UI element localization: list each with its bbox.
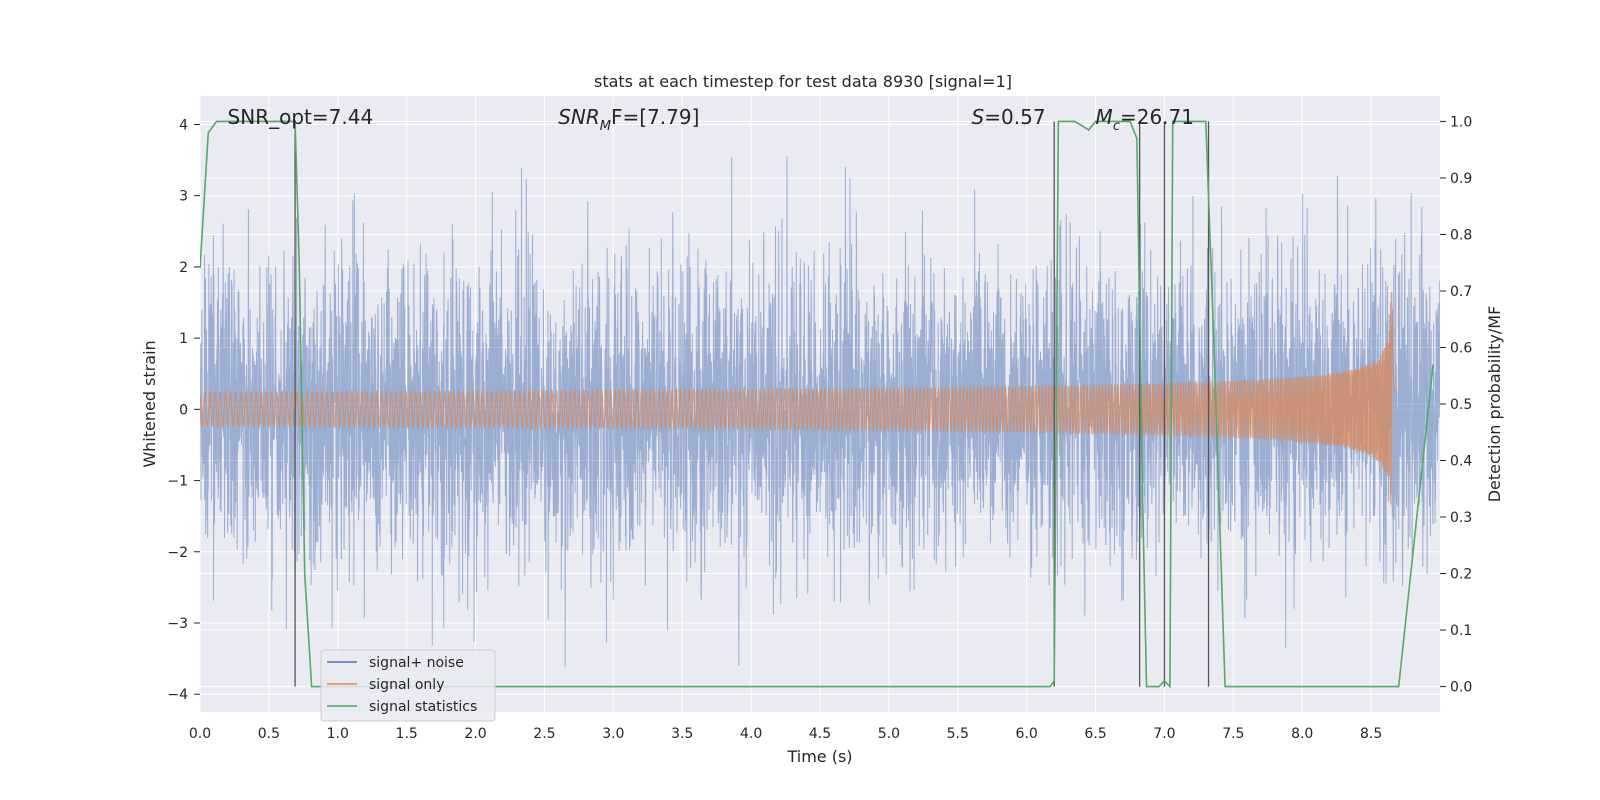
legend-label-signal-noise: signal+ noise bbox=[369, 655, 464, 671]
annotation-snr-mf: SNRMF=[7.79] bbox=[558, 105, 699, 134]
y-tick-label: 4 bbox=[179, 117, 188, 133]
x-axis-ticks: 0.0 0.5 1.0 1.5 2.0 2.5 3.0 3.5 4.0 4.5 5.0 5.5 6.0 6… bbox=[189, 726, 1382, 742]
y2-tick-label: 0.9 bbox=[1450, 171, 1472, 187]
x-tick-label: 4.5 bbox=[809, 726, 831, 742]
y-tick-label: 2 bbox=[179, 260, 188, 276]
annotation-snr-opt: SNR_opt=7.44 bbox=[228, 105, 374, 129]
x-tick-label: 5.5 bbox=[947, 726, 969, 742]
x-tick-label: 6.0 bbox=[1016, 726, 1038, 742]
y2-tick-label: 0.5 bbox=[1450, 397, 1472, 413]
x-tick-label: 7.0 bbox=[1153, 726, 1175, 742]
y-tick-label: 0 bbox=[179, 402, 188, 418]
y-tick-label: 1 bbox=[179, 331, 188, 347]
legend-label-signal-only: signal only bbox=[369, 677, 444, 693]
x-tick-label: 2.5 bbox=[533, 726, 555, 742]
legend: signal+ noise signal only signal statist… bbox=[320, 649, 496, 722]
series-signal-only-line bbox=[200, 291, 1396, 505]
legend-label-signal-statistics: signal statistics bbox=[369, 699, 477, 715]
y2-tick-label: 0.1 bbox=[1450, 623, 1472, 639]
x-tick-label: 2.0 bbox=[464, 726, 486, 742]
y2-tick-label: 0.4 bbox=[1450, 454, 1472, 470]
y2-tick-label: 0.2 bbox=[1450, 567, 1472, 583]
y-axis-label: Whitened strain bbox=[140, 340, 159, 467]
y-tick-label: −1 bbox=[167, 474, 188, 490]
series-signal-statistics-line bbox=[200, 120, 1434, 689]
x-tick-label: 1.0 bbox=[327, 726, 349, 742]
x-tick-label: 7.5 bbox=[1222, 726, 1244, 742]
x-tick-label: 4.0 bbox=[740, 726, 762, 742]
x-tick-label: 1.5 bbox=[396, 726, 418, 742]
x-axis-label: Time (s) bbox=[786, 747, 852, 766]
x-tick-label: 5.0 bbox=[878, 726, 900, 742]
x-tick-label: 6.5 bbox=[1084, 726, 1106, 742]
y-axis-ticks: −4 −3 −2 −1 0 1 2 3 4 bbox=[167, 117, 200, 703]
x-tick-label: 8.0 bbox=[1291, 726, 1313, 742]
y2-tick-label: 0.7 bbox=[1450, 284, 1472, 300]
y-tick-label: −2 bbox=[167, 545, 188, 561]
y2-tick-label: 1.0 bbox=[1450, 114, 1472, 130]
y2-axis-label: Detection probability/MF bbox=[1485, 306, 1504, 503]
x-tick-label: 0.0 bbox=[189, 726, 211, 742]
legend-box bbox=[320, 649, 496, 722]
annotations: SNR_opt=7.44 SNRMF=[7.79] S=0.57 Mc=26.7… bbox=[228, 105, 1194, 134]
x-tick-label: 8.5 bbox=[1360, 726, 1382, 742]
y-tick-label: −3 bbox=[167, 616, 188, 632]
annotation-mc-value: Mc=26.71 bbox=[1096, 105, 1194, 134]
chart-title: stats at each timestep for test data 893… bbox=[594, 72, 1012, 91]
annotation-s-value: S=0.57 bbox=[972, 105, 1046, 129]
y2-tick-label: 0.8 bbox=[1450, 227, 1472, 243]
y2-axis-ticks: 0.0 0.1 0.2 0.3 0.4 0.5 0.6 0.7 0.8 0.9 1.0 bbox=[1440, 114, 1472, 696]
x-tick-label: 3.0 bbox=[602, 726, 624, 742]
y-tick-label: −4 bbox=[167, 687, 188, 703]
x-tick-label: 0.5 bbox=[258, 726, 280, 742]
x-tick-label: 3.5 bbox=[671, 726, 693, 742]
y2-tick-label: 0.3 bbox=[1450, 510, 1472, 526]
y-tick-label: 3 bbox=[179, 189, 188, 205]
y2-tick-label: 0.6 bbox=[1450, 340, 1472, 356]
y2-tick-label: 0.0 bbox=[1450, 680, 1472, 696]
